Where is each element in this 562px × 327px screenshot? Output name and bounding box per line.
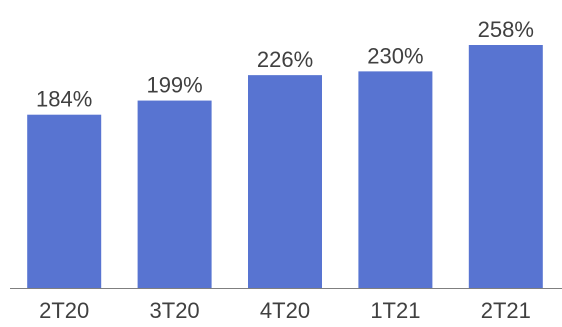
bars-group — [27, 45, 543, 289]
bar-3T20 — [137, 100, 212, 289]
bar-1T21 — [358, 71, 433, 288]
data-labels-group: 184% 199% 226% 230% 258% — [36, 17, 534, 112]
data-label-3T20: 199% — [146, 73, 202, 98]
x-axis-tick-labels: 2T20 3T20 4T20 1T21 2T21 — [39, 298, 531, 323]
bar-2T20 — [27, 114, 102, 288]
bar-2T21 — [468, 45, 543, 288]
x-tick-label-3T20: 3T20 — [150, 298, 200, 323]
x-tick-label-2T20: 2T20 — [39, 298, 89, 323]
data-label-2T20: 184% — [36, 87, 92, 112]
data-label-4T20: 226% — [257, 47, 313, 72]
bar-4T20 — [248, 75, 322, 289]
data-label-2T21: 258% — [478, 17, 534, 42]
data-label-1T21: 230% — [367, 43, 423, 68]
x-tick-label-1T21: 1T21 — [370, 298, 420, 323]
x-tick-label-2T21: 2T21 — [481, 298, 531, 323]
x-tick-label-4T20: 4T20 — [260, 298, 310, 323]
